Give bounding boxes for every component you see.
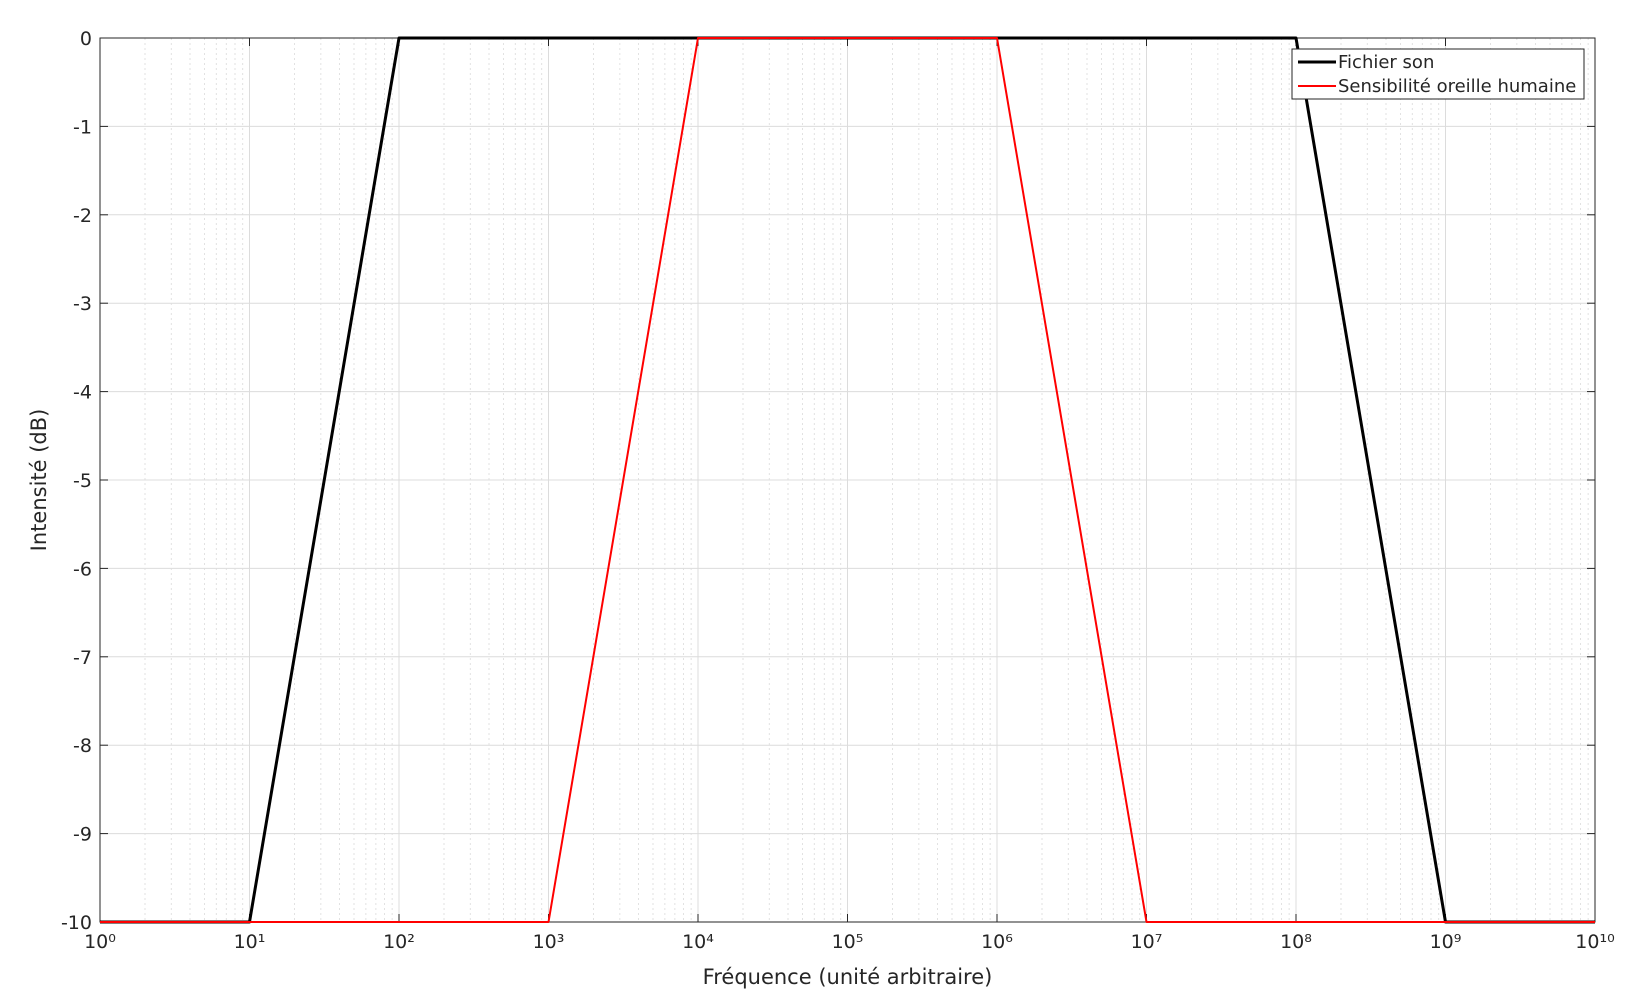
y-axis-label: Intensité (dB) [27, 409, 51, 552]
x-axis-label: Fréquence (unité arbitraire) [703, 965, 993, 989]
x-tick-label: 10³ [533, 931, 565, 953]
x-tick-label: 10⁰ [84, 931, 116, 953]
x-tick-label: 10⁹ [1430, 931, 1462, 953]
x-tick-label: 10⁸ [1280, 931, 1312, 953]
line-series [100, 37, 1595, 923]
legend-box [1291, 48, 1585, 100]
x-tick-label: 10¹⁰ [1575, 931, 1614, 953]
y-tick-label: -4 [73, 382, 92, 404]
x-tick-label: 10⁷ [1131, 931, 1163, 953]
y-tick-label: 0 [80, 28, 92, 50]
x-tick-label: 10⁵ [832, 931, 864, 953]
y-tick-label: -10 [61, 912, 92, 934]
y-tick-label: -9 [73, 824, 92, 846]
y-tick-label: -6 [73, 558, 92, 580]
y-tick-label: -3 [73, 293, 92, 315]
y-tick-label: -8 [73, 735, 92, 757]
x-tick-label: 10⁶ [981, 931, 1013, 953]
legend-label: Sensibilité oreille humaine [1338, 76, 1576, 97]
legend-label: Fichier son [1338, 52, 1434, 73]
x-tick-label: 10¹ [234, 931, 266, 953]
y-tick-label: -5 [73, 470, 92, 492]
y-tick-label: -1 [73, 116, 92, 138]
y-tick-label: -7 [73, 647, 92, 669]
y-tick-label: -2 [73, 205, 92, 227]
x-tick-label: 10⁴ [682, 931, 714, 953]
x-tick-label: 10² [383, 931, 415, 953]
